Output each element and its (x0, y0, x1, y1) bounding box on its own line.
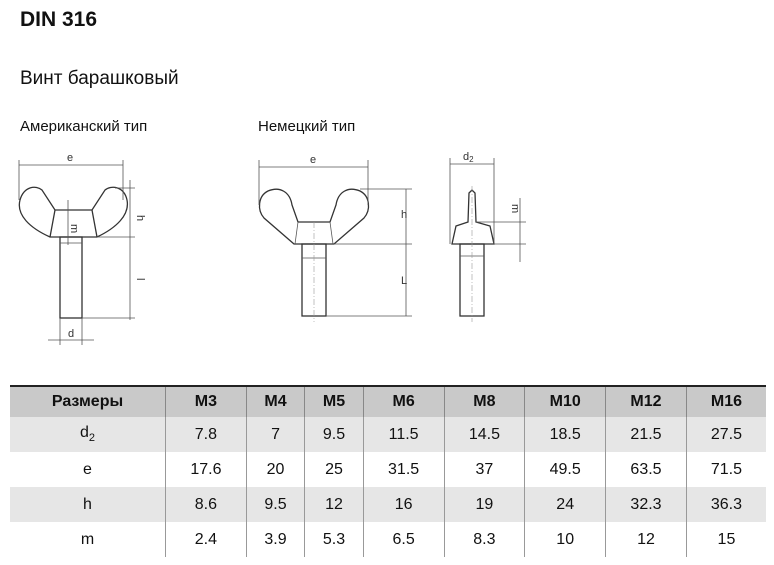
table-cell: 9.5 (304, 417, 364, 452)
dim-e: e (310, 154, 316, 166)
dim-h: h (134, 215, 146, 221)
table-cell: 19 (443, 487, 525, 522)
row-label-text: d (79, 424, 89, 442)
table-cell: 16 (362, 487, 444, 522)
dim-e: e (67, 152, 73, 164)
page-subtitle: Винт барашковый (20, 68, 179, 89)
american-type-label: Американский тип (20, 118, 148, 135)
dim-d2: d2 (463, 151, 474, 164)
dim-h: h (401, 209, 407, 221)
table-cell: 63.5 (605, 452, 687, 487)
column-header-dimensions: Размеры (10, 386, 166, 417)
dim-l: l (134, 278, 146, 280)
table-cell: 8.3 (443, 522, 525, 557)
table-row: h 8.6 9.5 12 16 19 24 32.3 36.3 (10, 487, 766, 522)
technical-drawings: e h m l d e h L d2 m (18, 151, 526, 345)
american-wing-screw-drawing: e h m l d (18, 152, 146, 345)
row-label-text: m (80, 530, 95, 548)
row-label: h (10, 487, 166, 522)
table-cell: 31.5 (362, 452, 444, 487)
table-cell: 49.5 (524, 452, 606, 487)
table-header-row: Размеры M3 M4 M5 M6 M8 M10 M12 M16 (10, 386, 766, 417)
table-cell: 36.3 (685, 487, 766, 522)
row-label: d2 (10, 417, 166, 452)
table-row: d2 7.8 7 9.5 11.5 14.5 18.5 21.5 27.5 (10, 417, 766, 452)
dimensions-table: Размеры M3 M4 M5 M6 M8 M10 M12 M16 d2 7.8 7 9.5 11.5… (10, 385, 766, 557)
table-cell: 14.5 (443, 417, 525, 452)
table-cell: 21.5 (605, 417, 687, 452)
dim-L: L (401, 275, 407, 287)
row-label-text: h (83, 495, 92, 513)
dim-m: m (68, 224, 80, 233)
table-cell: 27.5 (685, 417, 766, 452)
german-type-label: Немецкий тип (258, 118, 356, 135)
german-side-view-drawing: d2 m (449, 151, 526, 322)
row-label: e (10, 452, 166, 487)
column-header-m10: M10 (524, 386, 606, 417)
table-cell: 7 (245, 417, 305, 452)
table-cell: 8.6 (165, 487, 247, 522)
column-header-m8: M8 (443, 386, 525, 417)
page-title: DIN 316 (20, 8, 98, 31)
column-header-m5: M5 (304, 386, 364, 417)
table-cell: 9.5 (245, 487, 305, 522)
column-header-m12: M12 (605, 386, 687, 417)
table-cell: 37 (443, 452, 525, 487)
table-cell: 17.6 (165, 452, 247, 487)
table-cell: 5.3 (304, 522, 364, 557)
table-cell: 71.5 (685, 452, 766, 487)
column-header-m16: M16 (685, 386, 766, 417)
table-cell: 6.5 (362, 522, 444, 557)
table-cell: 25 (304, 452, 364, 487)
column-header-m4: M4 (245, 386, 305, 417)
table-cell: 20 (245, 452, 305, 487)
table-cell: 18.5 (524, 417, 606, 452)
table-cell: 32.3 (605, 487, 687, 522)
table-cell: 3.9 (245, 522, 305, 557)
column-header-m6: M6 (362, 386, 444, 417)
table-cell: 7.8 (165, 417, 247, 452)
table-cell: 12 (605, 522, 687, 557)
dim-m: m (509, 204, 521, 213)
row-label-text: e (83, 460, 92, 478)
row-label-subscript: 2 (88, 432, 96, 445)
table-cell: 12 (304, 487, 364, 522)
column-header-m3: M3 (165, 386, 247, 417)
dim-d: d (68, 328, 74, 340)
german-wing-screw-drawing: e h L (258, 154, 412, 322)
table-cell: 11.5 (362, 417, 444, 452)
table-row: m 2.4 3.9 5.3 6.5 8.3 10 12 15 (10, 522, 766, 557)
table-cell: 24 (524, 487, 606, 522)
table-cell: 10 (524, 522, 606, 557)
table-cell: 2.4 (165, 522, 247, 557)
table-cell: 15 (685, 522, 766, 557)
row-label: m (10, 522, 166, 557)
table-row: e 17.6 20 25 31.5 37 49.5 63.5 71.5 (10, 452, 766, 487)
